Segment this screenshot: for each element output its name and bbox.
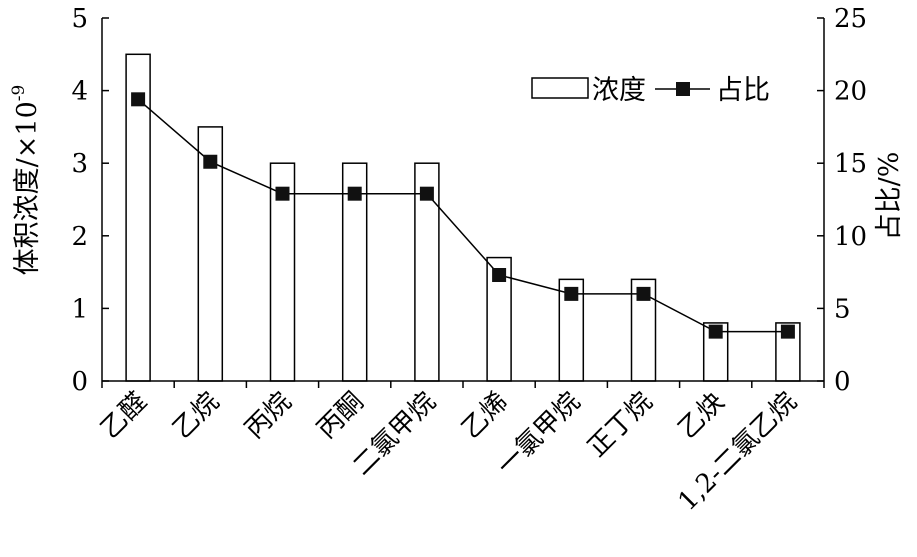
share-marker-9 xyxy=(780,324,795,339)
share-marker-7 xyxy=(636,286,651,301)
legend-bar-swatch xyxy=(531,77,589,99)
share-line xyxy=(137,98,788,333)
share-marker-0 xyxy=(131,92,146,107)
share-marker-4 xyxy=(419,186,434,201)
left-tick-label-5: 5 xyxy=(71,4,88,34)
category-label-7: 正丁烷 xyxy=(582,387,658,463)
category-label-1: 乙烷 xyxy=(167,387,225,445)
legend-marker-swatch xyxy=(676,82,690,96)
left-tick-label-4: 4 xyxy=(71,77,88,107)
right-axis-title: 占比/% xyxy=(874,152,905,241)
share-marker-1 xyxy=(203,154,218,169)
ticks-group: 0 1 2 3 4 5 0 5 10 15 20 25 xyxy=(71,4,867,397)
share-marker-2 xyxy=(275,186,290,201)
left-axis-title: 体积浓度/×10-9 xyxy=(9,85,43,276)
share-marker-6 xyxy=(564,286,579,301)
share-marker-3 xyxy=(347,186,362,201)
left-tick-label-1: 1 xyxy=(71,294,88,324)
legend-label-concentration: 浓度 xyxy=(592,75,646,106)
right-tick-label-1: 5 xyxy=(834,294,851,324)
right-tick-label-4: 20 xyxy=(834,77,867,107)
legend-label-share: 占比 xyxy=(716,75,770,106)
bar-0 xyxy=(125,53,151,382)
category-label-2: 丙烷 xyxy=(239,387,297,445)
category-label-0: 乙醛 xyxy=(95,387,153,445)
right-tick-label-0: 0 xyxy=(834,367,851,397)
share-marker-5 xyxy=(492,268,507,283)
bar-3 xyxy=(341,162,368,382)
line-group xyxy=(131,92,795,339)
left-tick-label-2: 2 xyxy=(71,222,88,252)
category-label-5: 乙烯 xyxy=(456,387,514,445)
bars-group xyxy=(125,53,801,382)
right-tick-label-2: 10 xyxy=(834,222,867,252)
left-tick-label-3: 3 xyxy=(71,149,88,179)
right-tick-label-3: 15 xyxy=(834,149,867,179)
right-tick-label-5: 25 xyxy=(834,4,867,34)
left-tick-label-0: 0 xyxy=(71,367,88,397)
category-label-3: 丙酮 xyxy=(312,387,370,445)
legend: 浓度 占比 xyxy=(531,75,770,106)
share-marker-8 xyxy=(708,324,723,339)
category-label-8: 乙炔 xyxy=(673,387,731,445)
